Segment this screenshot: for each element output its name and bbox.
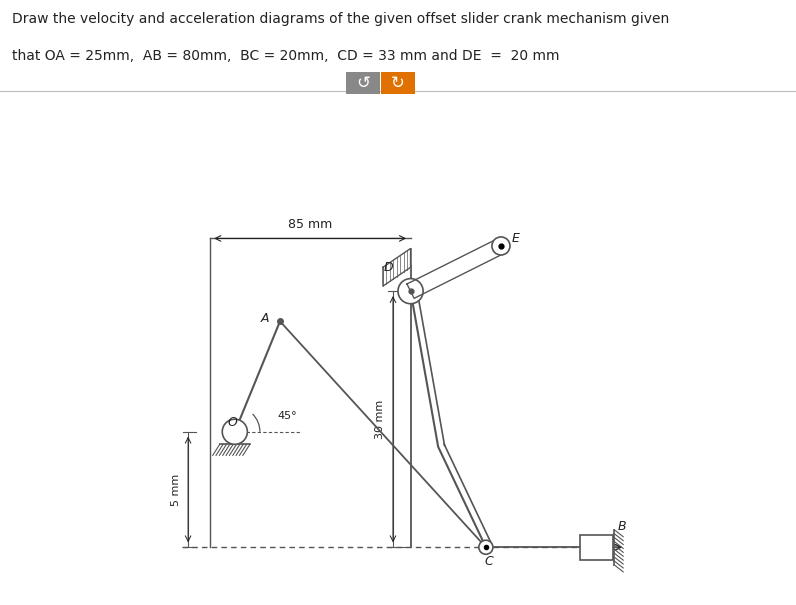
Text: D: D [384,261,393,274]
Text: 45°: 45° [278,411,297,421]
Text: E: E [512,232,520,245]
Text: Draw the velocity and acceleration diagrams of the given offset slider crank mec: Draw the velocity and acceleration diagr… [12,12,669,27]
Circle shape [222,419,248,444]
Circle shape [492,237,510,255]
Text: 85 mm: 85 mm [288,218,332,231]
Text: 30 mm: 30 mm [376,399,385,439]
Polygon shape [407,239,505,298]
Text: B: B [618,520,626,532]
Text: O: O [228,416,237,430]
Text: ↻: ↻ [391,74,405,92]
Circle shape [479,540,493,554]
Bar [580,535,613,560]
Text: ↺: ↺ [356,74,370,92]
Text: that OA = 25mm,  AB = 80mm,  BC = 20mm,  CD = 33 mm and DE  =  20 mm: that OA = 25mm, AB = 80mm, BC = 20mm, CD… [12,50,560,64]
Text: C: C [484,555,493,568]
Text: A: A [260,312,269,325]
Polygon shape [383,249,411,286]
Circle shape [398,278,423,304]
Text: 5 mm: 5 mm [170,473,181,506]
